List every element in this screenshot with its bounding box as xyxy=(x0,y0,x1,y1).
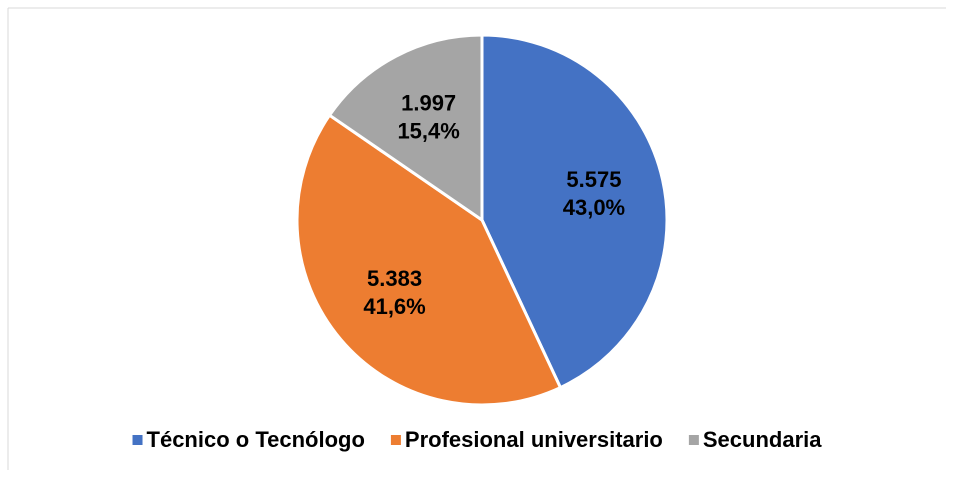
value-label: 1.997 xyxy=(401,90,456,115)
legend-label: Secundaria xyxy=(703,427,822,452)
percentage-label: 43,0% xyxy=(563,195,625,220)
percentage-label: 15,4% xyxy=(397,118,459,143)
legend-swatch xyxy=(688,435,699,445)
legend-swatch xyxy=(132,435,143,445)
legend-label: Profesional universitario xyxy=(405,427,663,452)
percentage-label: 41,6% xyxy=(363,294,425,319)
pie-slice xyxy=(295,113,563,407)
legend-swatch xyxy=(390,435,401,445)
pie-slice xyxy=(327,33,484,223)
value-label: 5.575 xyxy=(566,167,621,192)
pie-slice xyxy=(480,33,669,390)
value-label: 5.383 xyxy=(367,266,422,291)
legend-label: Técnico o Tecnólogo xyxy=(147,427,365,452)
